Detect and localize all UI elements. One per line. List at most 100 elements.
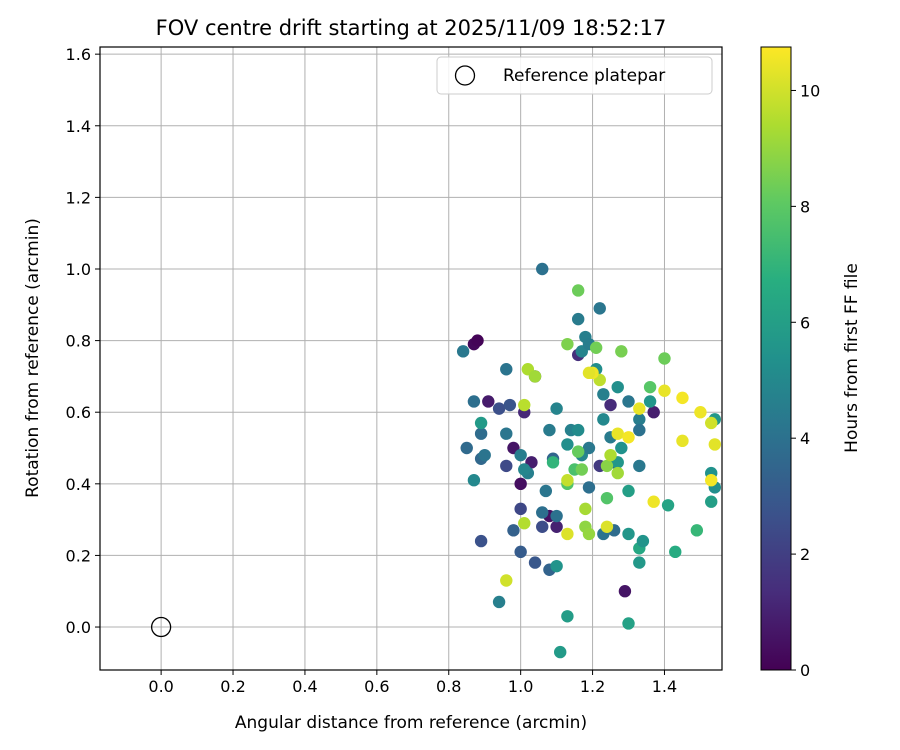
legend-box — [436, 56, 713, 95]
data-point — [561, 337, 574, 351]
data-point — [571, 284, 585, 297]
data-point — [705, 416, 718, 430]
data-point — [514, 502, 527, 516]
data-point — [474, 427, 488, 440]
data-point — [604, 398, 617, 412]
y-tick-label: 0.2 — [66, 546, 91, 565]
colorbar-tick-label: 6 — [800, 313, 810, 332]
colorbar: 0 2 4 6 8 10 Hours from first FF file — [760, 46, 862, 680]
x-tick-label: 0.4 — [292, 677, 317, 696]
data-point — [500, 363, 513, 376]
data-point — [604, 448, 617, 462]
data-point — [482, 395, 495, 408]
data-point — [622, 431, 635, 444]
data-point — [467, 474, 481, 487]
data-point — [582, 441, 596, 455]
data-point — [546, 456, 560, 469]
data-point — [597, 388, 610, 401]
data-point — [503, 398, 517, 412]
x-tick-label: 0.0 — [148, 677, 173, 696]
y-tick-label: 1.2 — [66, 188, 91, 207]
x-axis-ticks: 0.0 0.2 0.4 0.6 0.8 1.0 1.2 1.4 — [148, 670, 677, 696]
y-axis-ticks: 0.0 0.2 0.4 0.6 0.8 1.0 1.2 1.4 1.6 — [66, 45, 100, 637]
data-point — [705, 495, 718, 508]
y-tick-label: 1.4 — [66, 117, 91, 136]
data-point — [694, 406, 707, 419]
data-point — [647, 406, 660, 419]
data-point — [575, 463, 588, 476]
x-tick-label: 1.4 — [652, 677, 677, 696]
y-tick-label: 0.6 — [66, 403, 91, 422]
data-point — [471, 334, 484, 347]
colorbar-tick-label: 2 — [800, 545, 810, 564]
legend-reference-marker — [454, 65, 476, 86]
data-point — [643, 395, 657, 408]
data-point — [705, 474, 718, 487]
colorbar-tick-label: 0 — [800, 661, 810, 680]
colorbar-label: Hours from first FF file — [842, 263, 862, 453]
data-point — [456, 345, 470, 358]
y-tick-label: 1.6 — [66, 45, 91, 64]
data-point — [615, 345, 628, 358]
data-point — [676, 434, 689, 448]
data-point — [528, 556, 542, 569]
data-point — [615, 441, 628, 455]
data-point — [528, 370, 542, 383]
data-point — [571, 423, 585, 437]
y-tick-label: 1.0 — [66, 260, 91, 279]
colorbar-tick-label: 10 — [800, 81, 820, 100]
data-point — [500, 574, 513, 587]
data-point — [550, 509, 563, 523]
data-point — [514, 448, 527, 462]
data-point — [543, 423, 556, 437]
data-point — [622, 617, 635, 630]
data-point — [518, 463, 531, 476]
data-point — [622, 527, 635, 541]
data-point — [561, 438, 574, 451]
data-point — [460, 441, 473, 455]
data-point — [600, 520, 614, 533]
x-axis-label: Angular distance from reference (arcmin) — [235, 713, 587, 733]
x-tick-label: 0.8 — [436, 677, 461, 696]
data-point — [539, 484, 553, 498]
data-point — [550, 559, 563, 573]
data-point — [618, 585, 632, 598]
data-point — [658, 384, 671, 397]
data-point — [669, 545, 682, 559]
grid — [100, 47, 722, 670]
data-point — [622, 395, 635, 408]
y-tick-label: 0.0 — [66, 618, 91, 637]
data-point — [636, 534, 650, 548]
colorbar-gradient — [760, 46, 792, 671]
data-point — [582, 481, 596, 494]
data-point — [536, 262, 549, 276]
legend: Reference platepar — [436, 56, 713, 95]
data-point — [582, 527, 596, 541]
chart-title: FOV centre drift starting at 2025/11/09 … — [156, 16, 667, 40]
data-point — [561, 474, 574, 487]
data-point — [593, 302, 606, 315]
data-point — [633, 423, 646, 437]
data-point — [467, 395, 481, 408]
data-point — [633, 556, 646, 569]
x-tick-label: 1.0 — [508, 677, 533, 696]
data-point — [518, 517, 531, 530]
data-point — [658, 352, 671, 365]
data-point — [514, 545, 527, 559]
data-point — [561, 527, 574, 541]
data-point — [633, 459, 646, 473]
legend-label: Reference platepar — [503, 66, 665, 86]
x-tick-label: 0.2 — [220, 677, 245, 696]
data-point — [500, 459, 513, 473]
data-point — [611, 380, 624, 394]
data-point — [507, 524, 520, 537]
data-point — [611, 466, 624, 480]
data-point — [492, 402, 506, 415]
data-point — [600, 459, 614, 473]
data-point — [514, 477, 527, 491]
data-point — [550, 402, 563, 415]
data-point — [597, 413, 610, 426]
data-point — [647, 495, 660, 508]
data-point — [554, 645, 567, 659]
